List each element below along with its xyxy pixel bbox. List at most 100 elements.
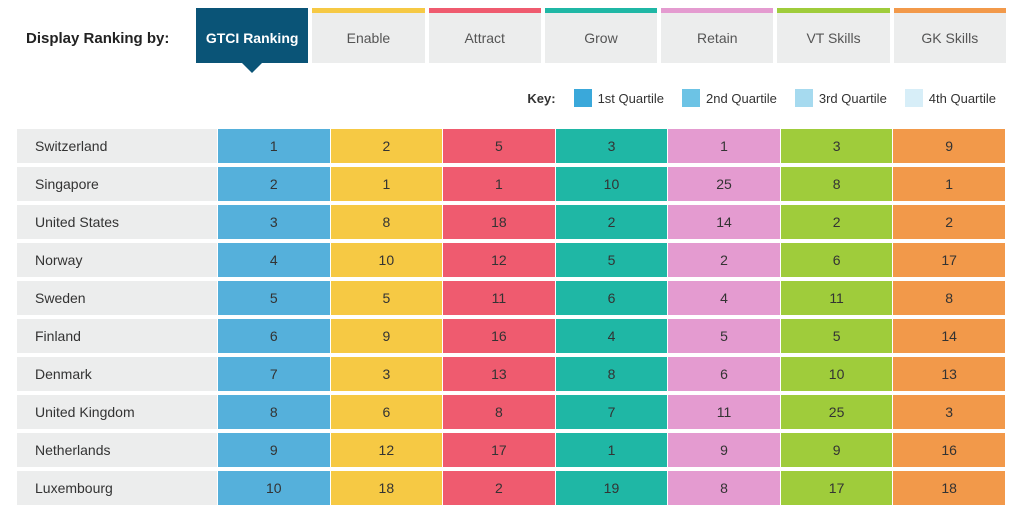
rank-cell: 6 xyxy=(668,357,780,391)
table-row: Denmark7313861013 xyxy=(17,357,1005,391)
rank-cell: 2 xyxy=(443,471,555,505)
rank-cell: 1 xyxy=(893,167,1005,201)
table-row: Norway4101252617 xyxy=(17,243,1005,277)
tab-label: Retain xyxy=(661,13,773,63)
rank-cell: 12 xyxy=(331,433,443,467)
table-row: United Kingdom868711253 xyxy=(17,395,1005,429)
legend-swatch xyxy=(795,89,813,107)
rank-cell: 1 xyxy=(218,129,330,163)
rank-cell: 8 xyxy=(556,357,668,391)
rank-cell: 10 xyxy=(556,167,668,201)
tab-gk-skills[interactable]: GK Skills xyxy=(894,8,1006,63)
rank-cell: 6 xyxy=(556,281,668,315)
legend-swatch xyxy=(905,89,923,107)
rank-cell: 13 xyxy=(893,357,1005,391)
rank-cell: 8 xyxy=(781,167,893,201)
rank-cell: 5 xyxy=(668,319,780,353)
rank-cell: 2 xyxy=(218,167,330,201)
rank-cell: 25 xyxy=(668,167,780,201)
rank-cell: 14 xyxy=(893,319,1005,353)
rank-cell: 9 xyxy=(893,129,1005,163)
tab-label: GTCI Ranking xyxy=(196,13,308,63)
rank-cell: 18 xyxy=(331,471,443,505)
ranking-tabs: GTCI RankingEnableAttractGrowRetainVT Sk… xyxy=(196,8,1006,63)
rank-cell: 8 xyxy=(668,471,780,505)
rank-cell: 10 xyxy=(781,357,893,391)
rank-cell: 8 xyxy=(331,205,443,239)
table-row: Switzerland1253139 xyxy=(17,129,1005,163)
rank-cell: 5 xyxy=(218,281,330,315)
rank-cell: 19 xyxy=(556,471,668,505)
rank-cell: 1 xyxy=(331,167,443,201)
rank-cell: 5 xyxy=(443,129,555,163)
rank-cell: 8 xyxy=(893,281,1005,315)
table-row: Finland691645514 xyxy=(17,319,1005,353)
country-cell: Singapore xyxy=(17,167,217,201)
rank-cell: 18 xyxy=(893,471,1005,505)
rank-cell: 9 xyxy=(668,433,780,467)
legend-item: 3rd Quartile xyxy=(795,89,887,107)
header-row: Display Ranking by: GTCI RankingEnableAt… xyxy=(16,8,1006,63)
rank-cell: 4 xyxy=(668,281,780,315)
legend-item: 1st Quartile xyxy=(574,89,664,107)
tab-attract[interactable]: Attract xyxy=(429,8,541,63)
rank-cell: 11 xyxy=(668,395,780,429)
table-row: United States381821422 xyxy=(17,205,1005,239)
rank-cell: 1 xyxy=(443,167,555,201)
tab-label: Attract xyxy=(429,13,541,63)
country-cell: United Kingdom xyxy=(17,395,217,429)
country-cell: Switzerland xyxy=(17,129,217,163)
rank-cell: 25 xyxy=(781,395,893,429)
country-cell: Denmark xyxy=(17,357,217,391)
legend-label: 3rd Quartile xyxy=(819,91,887,106)
rank-cell: 13 xyxy=(443,357,555,391)
legend-row: Key: 1st Quartile 2nd Quartile 3rd Quartil… xyxy=(16,75,1006,125)
country-cell: Netherlands xyxy=(17,433,217,467)
table-row: Netherlands9121719916 xyxy=(17,433,1005,467)
rank-cell: 16 xyxy=(443,319,555,353)
rank-cell: 6 xyxy=(781,243,893,277)
legend-swatch xyxy=(682,89,700,107)
rank-cell: 9 xyxy=(218,433,330,467)
rank-cell: 2 xyxy=(556,205,668,239)
rank-cell: 17 xyxy=(893,243,1005,277)
legend-item: 2nd Quartile xyxy=(682,89,777,107)
tab-label: Enable xyxy=(312,13,424,63)
rank-cell: 7 xyxy=(218,357,330,391)
rank-cell: 3 xyxy=(331,357,443,391)
country-cell: Finland xyxy=(17,319,217,353)
tab-enable[interactable]: Enable xyxy=(312,8,424,63)
rank-cell: 2 xyxy=(893,205,1005,239)
rank-cell: 2 xyxy=(781,205,893,239)
rank-cell: 14 xyxy=(668,205,780,239)
rank-cell: 18 xyxy=(443,205,555,239)
table-row: Singapore211102581 xyxy=(17,167,1005,201)
rank-cell: 4 xyxy=(218,243,330,277)
table-row: Sweden551164118 xyxy=(17,281,1005,315)
rank-cell: 3 xyxy=(218,205,330,239)
tab-grow[interactable]: Grow xyxy=(545,8,657,63)
rank-cell: 17 xyxy=(781,471,893,505)
legend-swatch xyxy=(574,89,592,107)
rank-cell: 2 xyxy=(668,243,780,277)
legend-label: 2nd Quartile xyxy=(706,91,777,106)
rank-cell: 5 xyxy=(781,319,893,353)
rank-cell: 11 xyxy=(443,281,555,315)
country-cell: Norway xyxy=(17,243,217,277)
country-cell: Sweden xyxy=(17,281,217,315)
rank-cell: 3 xyxy=(556,129,668,163)
rank-cell: 6 xyxy=(331,395,443,429)
rank-cell: 1 xyxy=(668,129,780,163)
rank-cell: 3 xyxy=(893,395,1005,429)
tab-label: GK Skills xyxy=(894,13,1006,63)
tab-retain[interactable]: Retain xyxy=(661,8,773,63)
rank-cell: 8 xyxy=(218,395,330,429)
legend-label: 4th Quartile xyxy=(929,91,996,106)
legend-key-label: Key: xyxy=(527,91,555,106)
rank-cell: 2 xyxy=(331,129,443,163)
rank-cell: 7 xyxy=(556,395,668,429)
rank-cell: 8 xyxy=(443,395,555,429)
tab-gtci-ranking[interactable]: GTCI Ranking xyxy=(196,8,308,63)
tab-vt-skills[interactable]: VT Skills xyxy=(777,8,889,63)
ranking-table: Switzerland1253139Singapore211102581Unit… xyxy=(16,125,1006,509)
